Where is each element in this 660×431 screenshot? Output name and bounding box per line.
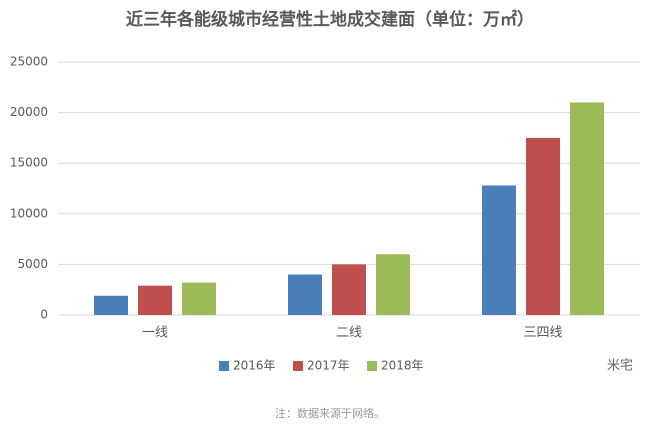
y-tick-label: 15000 (10, 156, 48, 170)
y-tick-label: 5000 (17, 257, 48, 271)
y-tick-label: 25000 (10, 55, 48, 69)
bar (332, 264, 366, 315)
bar (138, 285, 172, 315)
bar (570, 102, 604, 315)
legend-label: 2016年 (233, 359, 276, 373)
bar (288, 274, 322, 315)
x-tick-label: 三四线 (523, 326, 562, 341)
x-tick-label: 二线 (336, 326, 362, 341)
bar (182, 282, 216, 315)
y-tick-label: 10000 (10, 206, 48, 220)
y-tick-label: 0 (40, 308, 48, 322)
legend-label: 2017年 (307, 359, 350, 373)
bar (94, 295, 128, 315)
bar (526, 137, 560, 315)
note: 注：数据来源于网络。 (275, 406, 385, 420)
chart-title: 近三年各能级城市经营性土地成交建面（单位：万㎡） (126, 9, 534, 30)
bar (376, 254, 410, 315)
y-tick-label: 20000 (10, 105, 48, 119)
bar (482, 185, 516, 315)
legend-swatch (293, 361, 303, 371)
legend-swatch (367, 361, 377, 371)
legend-swatch (219, 361, 229, 371)
x-tick-label: 一线 (142, 326, 168, 341)
watermark: 米宅 (607, 359, 633, 374)
legend-label: 2018年 (381, 359, 424, 373)
